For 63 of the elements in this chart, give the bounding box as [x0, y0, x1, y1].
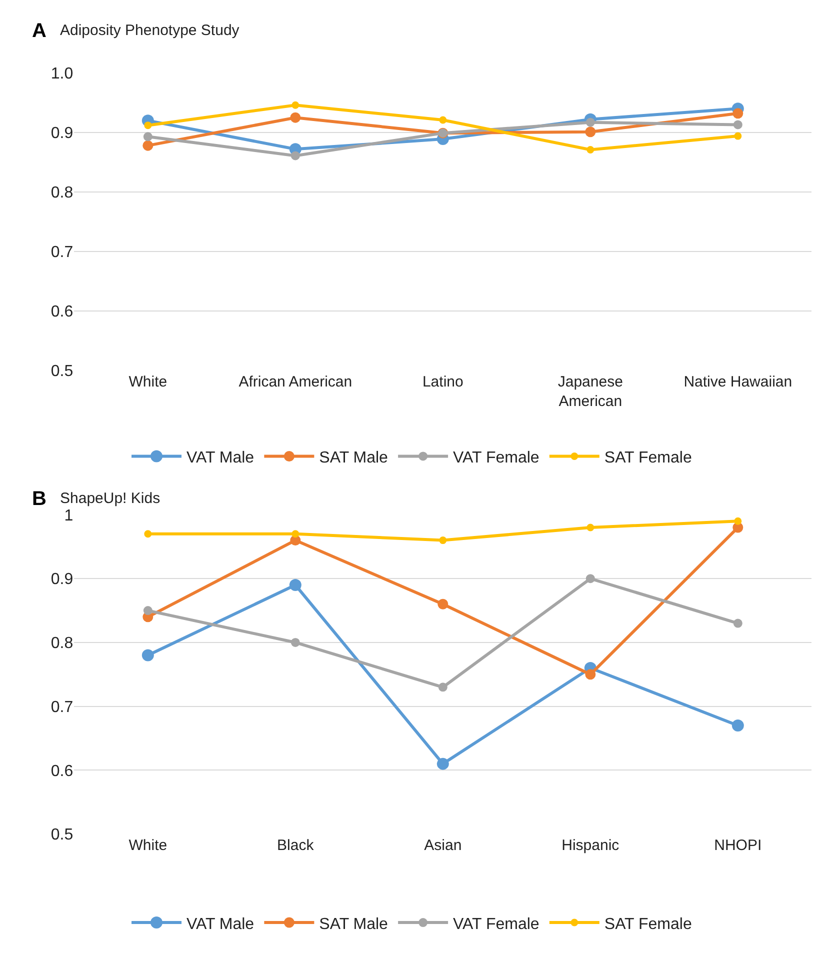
point: [732, 108, 744, 119]
point: [292, 530, 300, 538]
x-tick-label: Hispanic: [562, 837, 620, 854]
point: [734, 517, 742, 525]
point: [586, 524, 594, 532]
y-tick-label: 0.6: [50, 762, 74, 780]
point: [290, 151, 300, 160]
chart-title: A: [32, 20, 46, 42]
point: [438, 682, 448, 692]
y-tick-label: 0.7: [50, 698, 74, 716]
y-tick-label: 0.8: [50, 635, 74, 652]
point: [144, 122, 152, 130]
point: [144, 530, 152, 538]
point: [292, 101, 300, 109]
y-tick-label: 0.9: [50, 571, 74, 588]
chart-subtitle: Adiposity Phenotype Study: [60, 22, 240, 39]
x-tick-label: African American: [238, 374, 352, 391]
legend-label: SAT Female: [604, 449, 692, 466]
legend-label: SAT Male: [319, 449, 388, 466]
point: [143, 132, 152, 142]
point: [290, 112, 301, 123]
chart-subtitle: ShapeUp! Kids: [60, 490, 160, 507]
point: [143, 606, 152, 616]
legend-label: VAT Male: [186, 449, 254, 466]
point: [438, 598, 448, 610]
point: [734, 132, 742, 140]
point: [290, 638, 300, 647]
x-tick-label: Asian: [424, 837, 462, 854]
legend-label: VAT Female: [453, 449, 540, 466]
x-tick-label: Native Hawaiian: [684, 374, 792, 391]
x-tick-label: White: [128, 837, 168, 854]
point: [586, 574, 595, 584]
point: [586, 118, 595, 127]
point: [142, 649, 154, 662]
point: [439, 536, 447, 544]
y-tick-label: 0.7: [50, 244, 74, 262]
x-tick-label: Latino: [422, 374, 464, 391]
y-tick-label: 0.8: [50, 184, 74, 202]
point: [436, 758, 449, 770]
point: [585, 126, 596, 138]
point: [142, 140, 154, 151]
x-tick-label: Japanese American: [558, 374, 623, 410]
x-tick-label: White: [128, 374, 168, 391]
point: [733, 120, 742, 130]
legend-label: VAT Male: [186, 916, 254, 933]
point: [732, 720, 744, 732]
y-tick-label: 0.9: [50, 125, 74, 142]
x-tick-label: NHOPI: [714, 837, 762, 854]
x-tick-label: Black: [277, 837, 314, 854]
chart-title: B: [32, 488, 46, 510]
y-tick-label: 0.5: [50, 826, 74, 844]
y-tick-label: 0.6: [50, 304, 74, 321]
point: [289, 578, 302, 591]
y-tick-label: 1.0: [50, 66, 74, 83]
legend-label: SAT Female: [604, 916, 692, 933]
point: [439, 116, 447, 124]
point: [733, 618, 742, 628]
y-tick-label: 0.5: [50, 363, 74, 380]
point: [585, 669, 596, 680]
point: [586, 146, 594, 154]
y-tick-label: 1: [64, 507, 74, 524]
legend-label: SAT Male: [319, 916, 388, 933]
legend-label: VAT Female: [453, 916, 540, 933]
